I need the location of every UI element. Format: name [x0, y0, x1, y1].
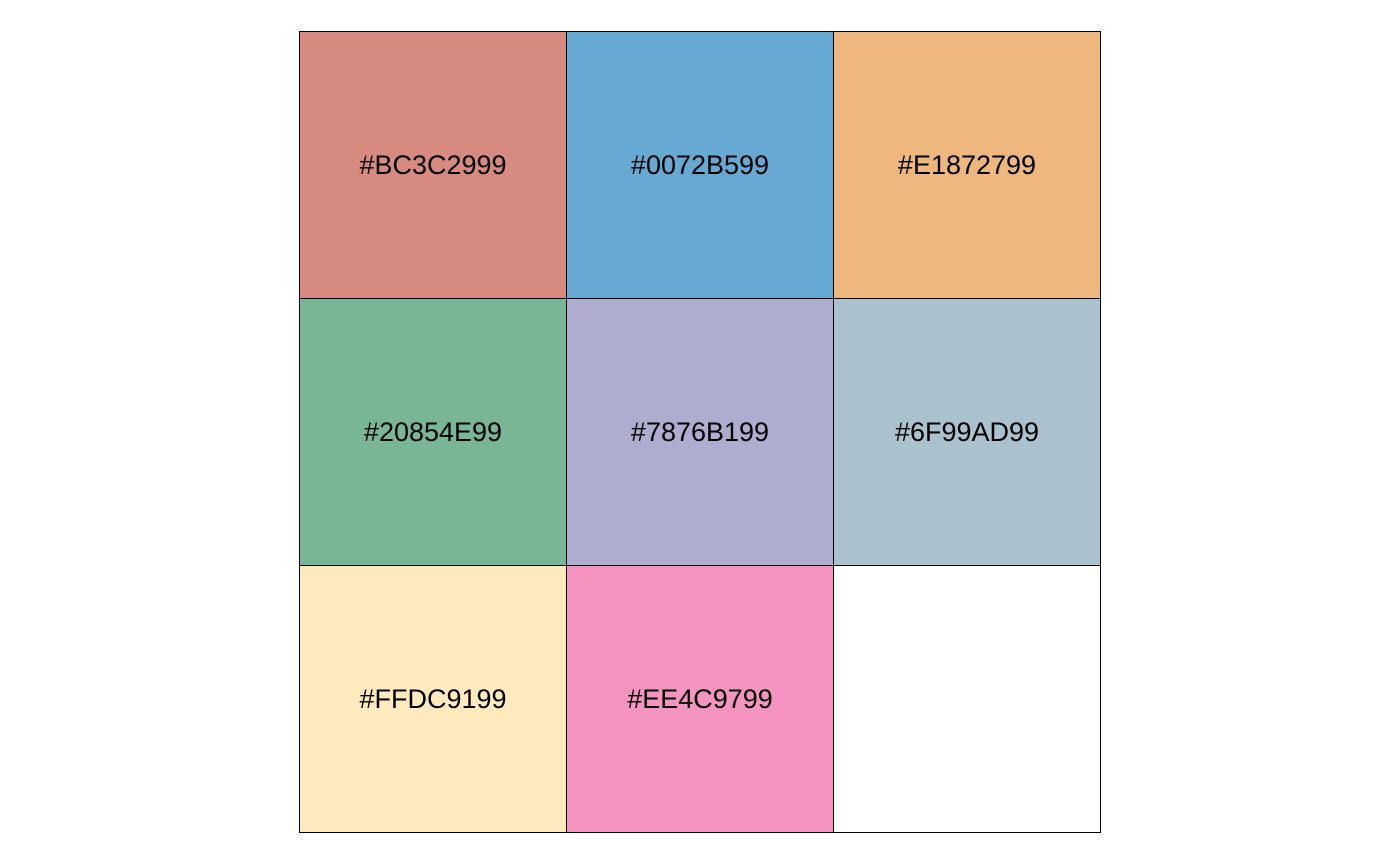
color-swatch: #20854E99	[300, 299, 567, 566]
color-palette-grid: #BC3C2999 #0072B599 #E1872799 #20854E99 …	[299, 31, 1101, 833]
color-swatch: #0072B599	[567, 32, 834, 299]
color-swatch: #EE4C9799	[567, 566, 834, 833]
swatch-label: #0072B599	[630, 149, 770, 180]
swatch-label: #EE4C9799	[627, 683, 773, 714]
color-swatch: #6F99AD99	[834, 299, 1101, 566]
color-swatch: #FFDC9199	[300, 566, 567, 833]
swatch-label: #7876B199	[630, 416, 770, 447]
swatch-label: #E1872799	[897, 149, 1037, 180]
color-swatch: #BC3C2999	[300, 32, 567, 299]
swatch-label: #20854E99	[363, 416, 503, 447]
empty-swatch	[834, 566, 1101, 833]
swatch-label: #6F99AD99	[894, 416, 1040, 447]
swatch-label: #BC3C2999	[359, 149, 507, 180]
color-swatch: #E1872799	[834, 32, 1101, 299]
swatch-label: #FFDC9199	[359, 683, 507, 714]
color-swatch: #7876B199	[567, 299, 834, 566]
